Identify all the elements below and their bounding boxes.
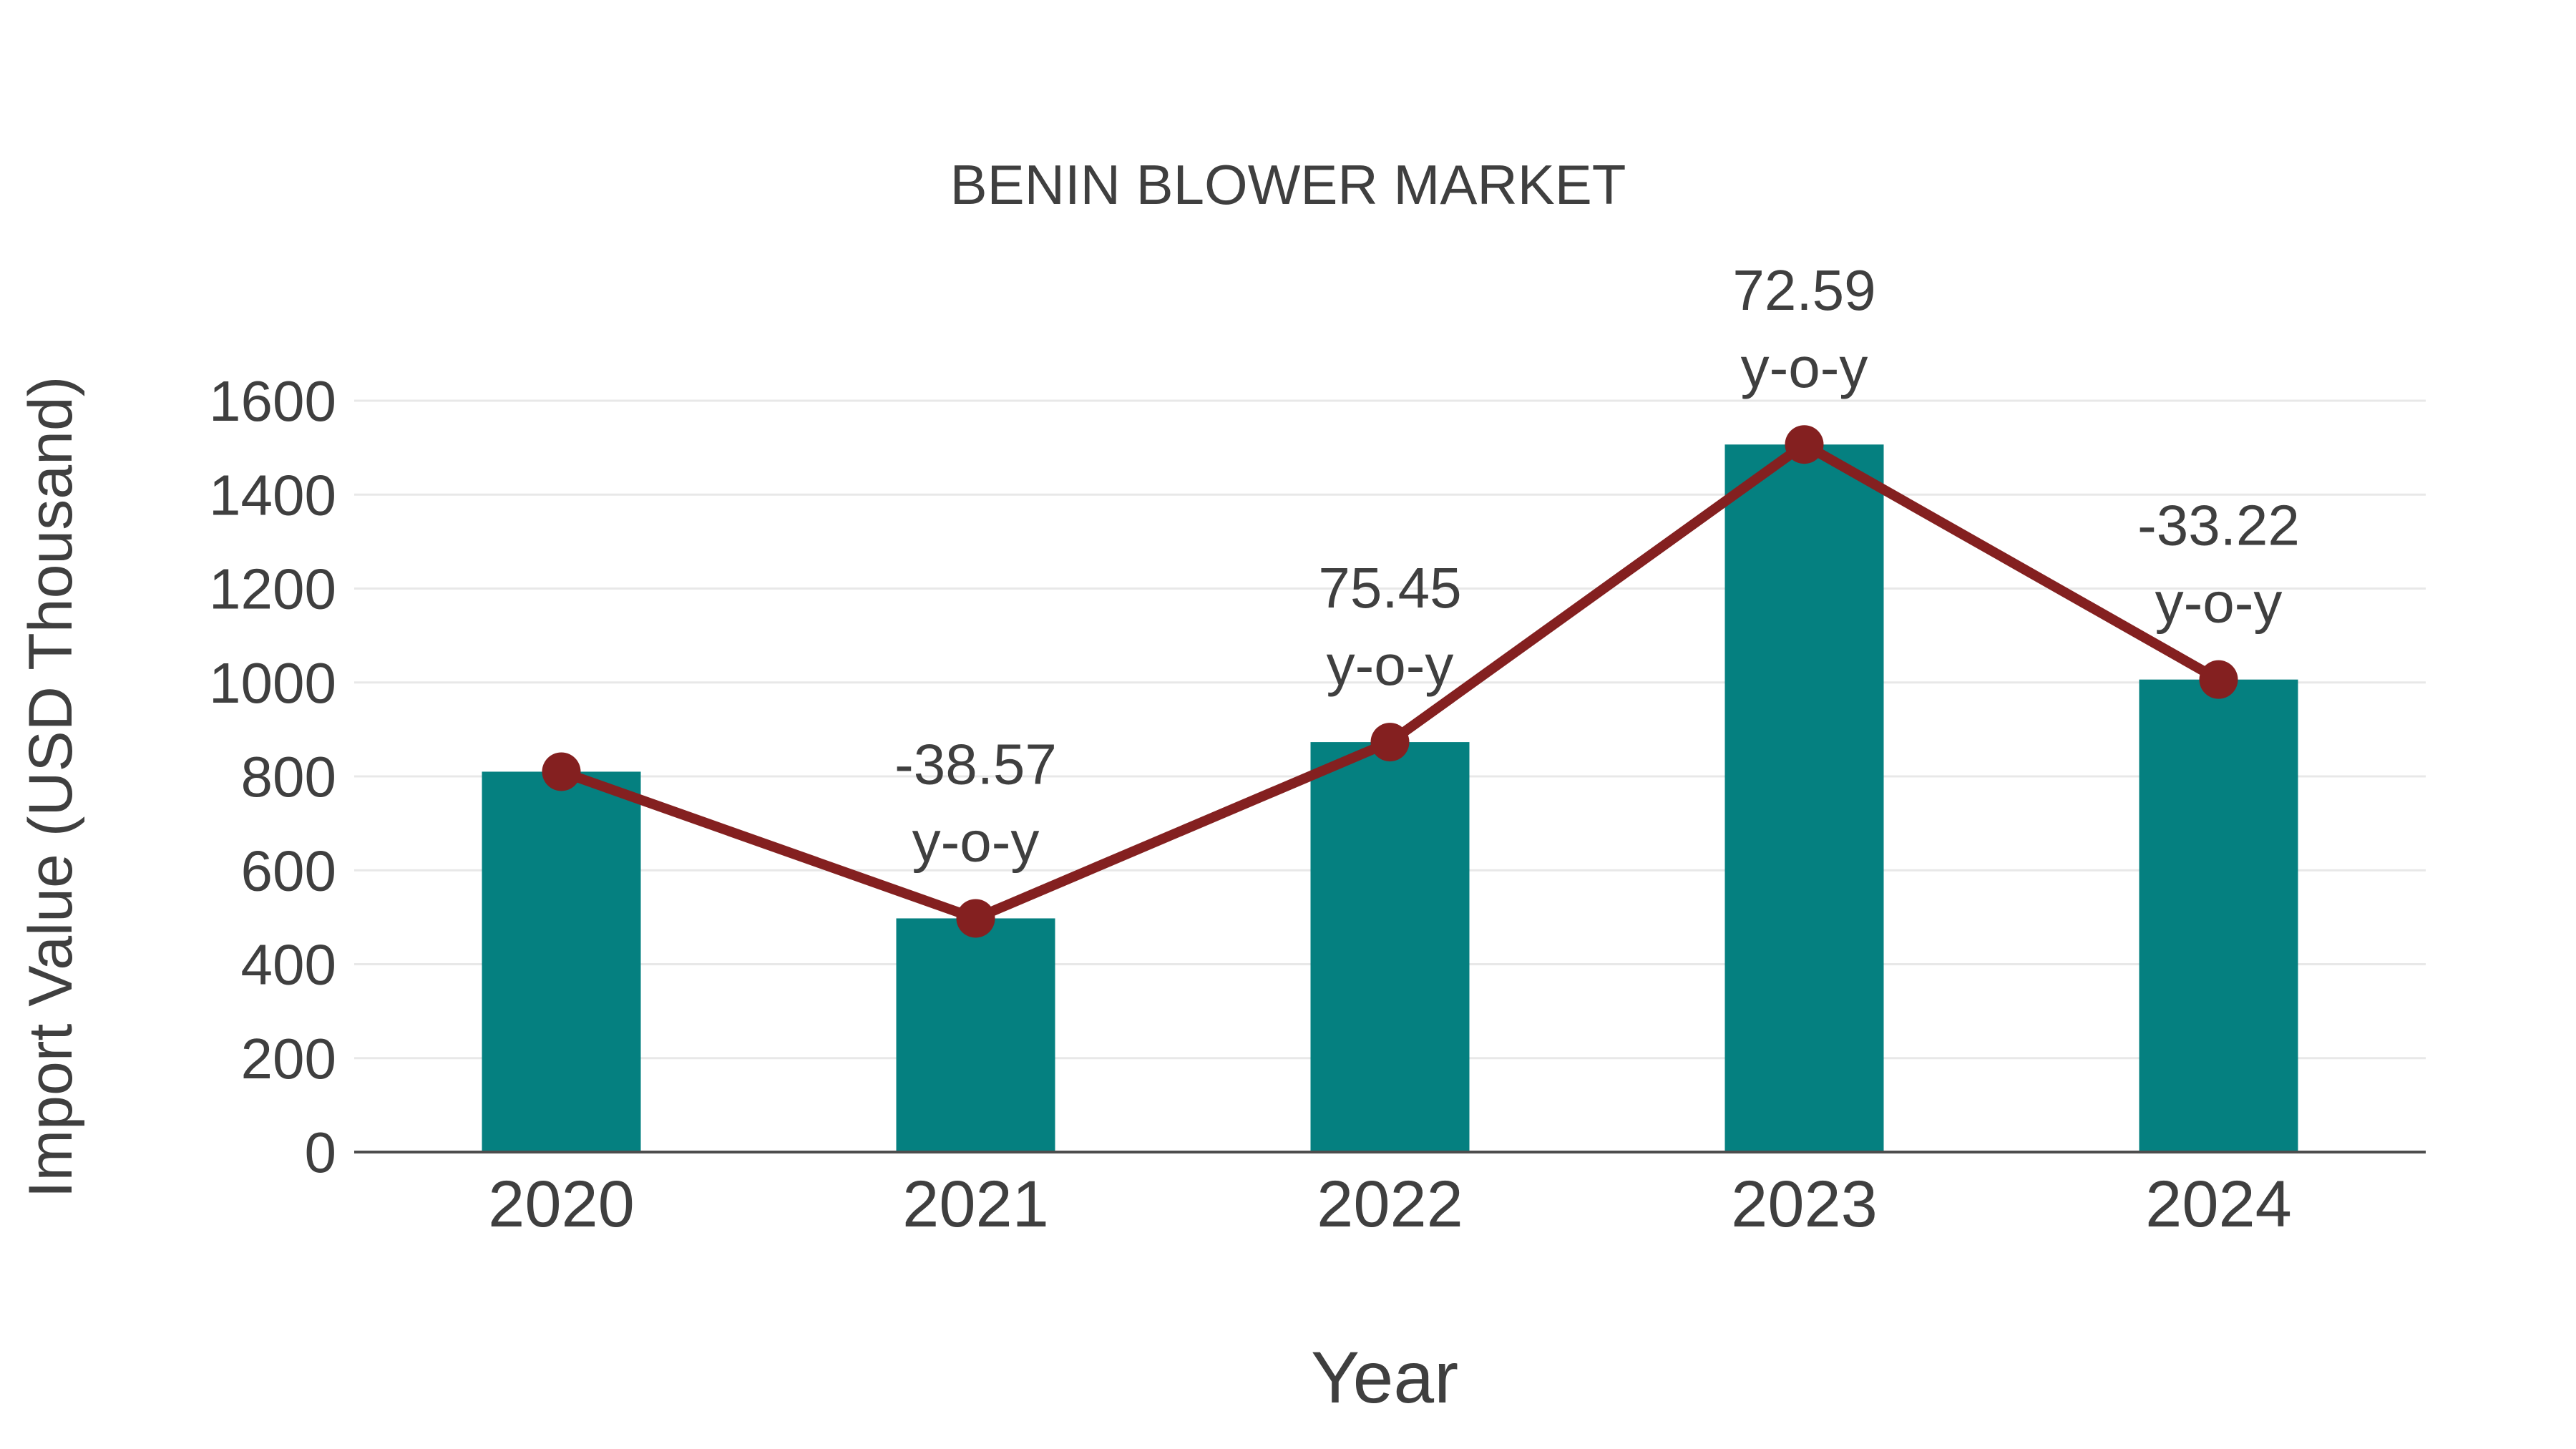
annotation-suffix-2022: y-o-y xyxy=(1327,633,1454,697)
y-tick-label-1400: 1400 xyxy=(209,463,336,527)
y-axis-title: Import Value (USD Thousand) xyxy=(16,376,85,1199)
marker-2023 xyxy=(1785,425,1824,464)
y-tick-label-400: 400 xyxy=(241,933,336,997)
annotation-value-2023: 72.59 xyxy=(1732,258,1875,322)
x-tick-label-2024: 2024 xyxy=(2145,1168,2292,1241)
annotation-suffix-2021: y-o-y xyxy=(912,809,1040,873)
y-tick-label-600: 600 xyxy=(241,839,336,902)
bar-2021 xyxy=(896,918,1055,1152)
y-tick-label-1600: 1600 xyxy=(209,369,336,433)
bar-2023 xyxy=(1724,444,1884,1152)
bar-2024 xyxy=(2139,679,2298,1152)
y-tick-label-1200: 1200 xyxy=(209,557,336,621)
chart-title: BENIN BLOWER MARKET xyxy=(950,153,1626,216)
y-tick-label-1000: 1000 xyxy=(209,651,336,715)
x-tick-label-2020: 2020 xyxy=(488,1168,635,1241)
marker-2021 xyxy=(956,899,995,938)
x-tick-label-2022: 2022 xyxy=(1317,1168,1463,1241)
annotation-value-2024: -33.22 xyxy=(2137,494,2300,557)
x-axis-title: Year xyxy=(1311,1337,1458,1418)
annotation-value-2021: -38.57 xyxy=(894,732,1057,796)
annotation-value-2022: 75.45 xyxy=(1318,556,1461,620)
y-tick-label-0: 0 xyxy=(305,1121,337,1184)
annotation-suffix-2024: y-o-y xyxy=(2155,571,2283,635)
y-tick-label-800: 800 xyxy=(241,745,336,809)
y-tick-label-200: 200 xyxy=(241,1027,336,1091)
x-tick-label-2023: 2023 xyxy=(1731,1168,1878,1241)
marker-2020 xyxy=(542,752,581,791)
x-tick-label-2021: 2021 xyxy=(902,1168,1049,1241)
marker-2024 xyxy=(2199,660,2238,699)
bar-2022 xyxy=(1310,742,1470,1152)
annotation-suffix-2023: y-o-y xyxy=(1741,336,1868,399)
bar-2020 xyxy=(482,771,641,1152)
marker-2022 xyxy=(1370,723,1410,762)
